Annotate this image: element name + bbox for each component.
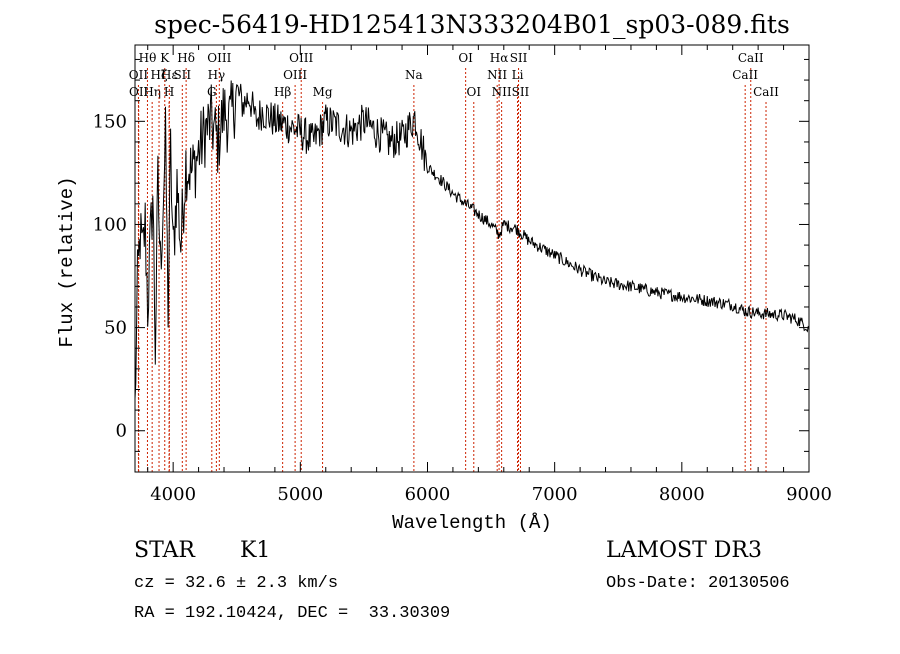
- object-type: STAR: [134, 538, 195, 563]
- line-marker-label: NII: [492, 85, 512, 99]
- spectrum-series: [134, 80, 810, 399]
- line-marker-label: Hβ: [274, 85, 291, 99]
- line-marker-label: CaII: [738, 51, 764, 65]
- x-tick-label: 9000: [786, 484, 832, 505]
- line-marker-label: OI: [466, 85, 481, 99]
- line-marker-label: OI: [458, 51, 473, 65]
- line-marker-label: Li: [512, 68, 524, 82]
- x-tick-label: 8000: [659, 484, 705, 505]
- y-axis-label: Flux (relative): [56, 176, 78, 347]
- line-marker-label: SII: [510, 51, 528, 65]
- y-tick-label: 100: [93, 214, 127, 235]
- line-marker-label: Hγ: [208, 68, 226, 82]
- line-marker-label: H: [164, 85, 174, 99]
- x-axis: 4000 5000 6000 7000 8000 9000: [147, 45, 832, 505]
- line-marker-label: Hθ: [139, 51, 157, 65]
- observation-date: Obs-Date: 20130506: [606, 574, 790, 593]
- spectral-subclass: K1: [240, 538, 271, 563]
- line-marker-label: OII: [129, 85, 149, 99]
- y-tick-label: 50: [104, 318, 127, 339]
- survey-name: LAMOST DR3: [606, 538, 762, 563]
- plot-frame: [134, 44, 810, 473]
- line-marker-label: NII: [487, 68, 507, 82]
- line-marker-label: SII: [512, 85, 530, 99]
- y-tick-label: 0: [116, 421, 127, 442]
- line-marker-label: CaII: [732, 68, 758, 82]
- line-marker-label: OIII: [283, 68, 307, 82]
- line-marker-label: K: [160, 51, 170, 65]
- coordinates: RA = 192.10424, DEC = 33.30309: [134, 604, 451, 623]
- line-marker-label: Hδ: [177, 51, 195, 65]
- x-tick-label: 4000: [150, 484, 196, 505]
- line-marker-label: OIII: [289, 51, 313, 65]
- x-tick-label: 6000: [405, 484, 451, 505]
- chart-title: spec-56419-HD125413N333204B01_sp03-089.f…: [154, 10, 790, 39]
- line-marker-label: OII: [129, 68, 149, 82]
- line-marker-label: Hα: [490, 51, 509, 65]
- redshift-cz: cz = 32.6 ± 2.3 km/s: [134, 574, 339, 593]
- line-marker-label: Hε: [161, 68, 178, 82]
- line-marker-label: Na: [405, 68, 423, 82]
- line-marker-label: Mg: [313, 85, 333, 99]
- x-tick-label: 7000: [532, 484, 578, 505]
- line-marker-label: Hζ: [151, 68, 168, 82]
- y-axis: 0 50 100 150: [93, 58, 809, 452]
- line-marker-label: Hη: [143, 85, 161, 99]
- line-marker-label: CaII: [753, 85, 779, 99]
- line-marker-label: SII: [173, 68, 191, 82]
- line-marker-label: OIII: [207, 51, 231, 65]
- x-axis-label: Wavelength (Å): [392, 512, 552, 534]
- spectrum-line: [134, 80, 810, 399]
- x-tick-label: 5000: [277, 484, 323, 505]
- y-tick-label: 150: [93, 111, 127, 132]
